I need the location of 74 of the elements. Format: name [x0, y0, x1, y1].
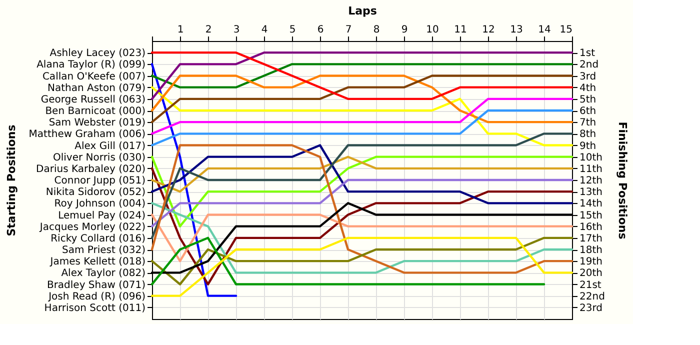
- x-tick-label: 4: [261, 24, 268, 36]
- category-label: George Russell (063): [40, 94, 146, 106]
- line-series: [150, 156, 574, 193]
- line-series: [150, 74, 574, 124]
- line-series: [150, 51, 574, 100]
- y2-tick-label: 17th: [580, 233, 602, 244]
- x-tick-label: 10: [426, 24, 439, 36]
- y2-tick-label: 18th: [580, 245, 602, 256]
- category-label: Sam Webster (019): [48, 118, 146, 129]
- x-axis-title: Laps: [348, 4, 378, 18]
- category-label: Alex Gill (017): [74, 140, 146, 152]
- y2-tick-label: 15th: [580, 210, 602, 222]
- y2-tick-label: 1st: [580, 48, 596, 60]
- category-label: Bradley Shaw (071): [46, 280, 146, 291]
- x-tick-label: 8: [373, 24, 380, 36]
- line-series: [150, 167, 574, 286]
- text: Starting Positions: [4, 124, 18, 236]
- category-label: James Kellett (018): [50, 256, 146, 268]
- y2-tick-label: 20th: [580, 268, 602, 280]
- y2-tick-label: 13th: [580, 187, 602, 198]
- category-label: Connor Jupp (051): [54, 176, 146, 186]
- y2-tick-label: 4th: [580, 82, 596, 94]
- line-series: [150, 144, 574, 274]
- y2-tick-label: 6th: [580, 106, 596, 117]
- line-series: [150, 236, 574, 297]
- x-tick-label: 6: [317, 24, 324, 36]
- y2-tick-label: 8th: [580, 129, 596, 140]
- y2-tick-label: 16th: [580, 222, 602, 233]
- y2-tick-label: 3rd: [580, 71, 596, 82]
- x-tick-label: 2: [205, 24, 212, 36]
- x-tick-label: 13: [510, 24, 523, 36]
- x-tick-label: 11: [454, 24, 467, 36]
- category-label: Harrison Scott (011): [44, 302, 146, 314]
- category-label: Ben Barnicoat (000): [45, 106, 146, 117]
- line-series: [150, 86, 574, 146]
- category-label: Matthew Graham (006): [28, 129, 146, 140]
- y2-axis-title: Finishing Positions: [616, 122, 629, 240]
- category-label: Roy Johnson (004): [54, 198, 146, 210]
- y2-tick-label: 22nd: [580, 291, 605, 302]
- category-label: Lemuel Pay (024): [58, 210, 146, 222]
- x-tick-label: 1: [177, 24, 184, 36]
- y2-tick-label: 14th: [580, 198, 602, 210]
- x-tick-label: 15: [560, 24, 572, 36]
- category-label: Alana Taylor (R) (099): [36, 60, 146, 71]
- category-label: Sam Priest (032): [62, 245, 146, 256]
- category-label: Darius Karbaley (020): [36, 164, 146, 175]
- line-series: [150, 144, 574, 204]
- category-label: Ashley Lacey (023): [50, 48, 146, 60]
- category-label: Nathan Aston (079): [47, 82, 146, 94]
- x-tick-label: 7: [345, 24, 352, 36]
- category-label: Oliver Norris (030): [53, 152, 146, 164]
- line-series: [150, 132, 574, 240]
- y2-tick-label: 21st: [580, 280, 602, 291]
- category-label: Jacques Morley (022): [40, 222, 146, 233]
- y2-tick-label: 7th: [580, 118, 596, 129]
- y2-tick-label: 9th: [580, 140, 596, 152]
- y2-tick-label: 10th: [580, 152, 602, 164]
- y2-tick-label: 2nd: [580, 60, 599, 71]
- x-tick-label: 12: [482, 24, 495, 36]
- category-label: Josh Read (R) (096): [48, 291, 146, 302]
- line-series: [150, 156, 574, 228]
- y2-tick-label: 12th: [580, 176, 602, 186]
- x-tick-label: 5: [289, 24, 296, 36]
- category-label: Alex Taylor (082): [61, 268, 146, 280]
- y2-tick-label: 11th: [580, 164, 602, 175]
- category-label: Nikita Sidorov (052): [46, 187, 146, 198]
- x-tick-label: 3: [233, 24, 240, 36]
- y2-tick-label: 23rd: [580, 302, 603, 314]
- category-label: Callan O'Keefe (007): [42, 71, 146, 82]
- y2-tick-label: 5th: [580, 94, 596, 106]
- x-tick-label: 14: [538, 24, 551, 36]
- x-tick-label: 9: [401, 24, 408, 36]
- category-label: Ricky Collard (016): [50, 233, 146, 244]
- y2-tick-label: 19th: [580, 256, 602, 268]
